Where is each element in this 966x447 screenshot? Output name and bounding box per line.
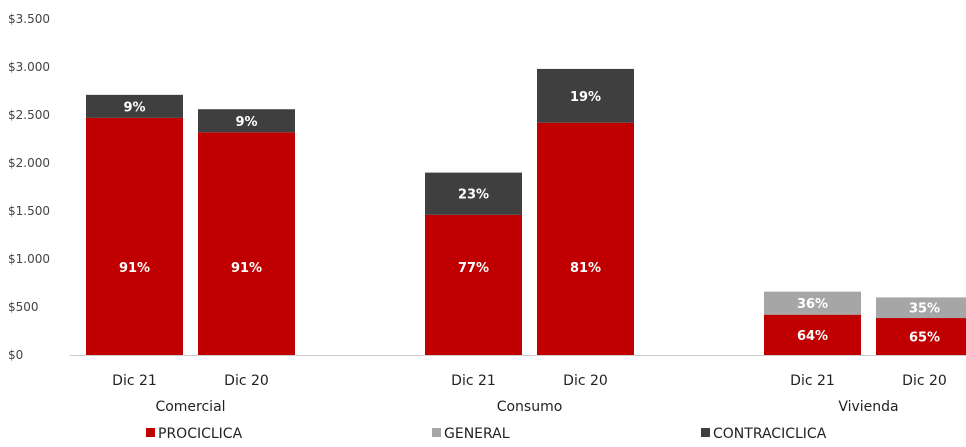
bar-segment-label: 64% [797, 329, 828, 344]
y-tick-label: $2.500 [8, 108, 50, 122]
bar-stack: 81% 19% [537, 68, 634, 356]
bar-segment-prociclica [198, 132, 295, 355]
bar-segment-prociclica [86, 117, 183, 355]
y-tick-label: $1.500 [8, 204, 50, 218]
bar-segment-prociclica [876, 318, 966, 355]
bar-stack: 64% 36% [764, 291, 861, 355]
bar-stack: 65% 35% [876, 297, 966, 355]
bar-segment-label: 65% [909, 331, 940, 346]
legend-swatch-prociclica [146, 428, 155, 437]
bar-segment-prociclica [425, 214, 522, 355]
x-tick-label: Dic 21 [112, 373, 157, 389]
x-tick-label: Dic 21 [790, 373, 835, 389]
bar-segment-contraciclica [537, 68, 634, 123]
legend: PROCICLICA GENERAL CONTRACICLICA [0, 426, 966, 446]
y-tick-label: $3.500 [8, 12, 50, 26]
x-tick-label: Dic 20 [224, 373, 269, 389]
bar-segment-contraciclica [86, 94, 183, 118]
bar-segment-label: 81% [570, 261, 601, 276]
bar-segment-label: 9% [123, 100, 145, 115]
bar-segment-label: 35% [909, 302, 940, 317]
y-tick-label: $0 [8, 348, 23, 362]
legend-label-prociclica: PROCICLICA [158, 426, 243, 442]
bar-segment-label: 19% [570, 90, 601, 105]
bar-segment-label: 91% [231, 261, 262, 276]
x-tick-label: Dic 20 [902, 373, 947, 389]
bar-stack: 77% 23% [425, 172, 522, 355]
legend-swatch-contraciclica [701, 428, 710, 437]
chart: $0 $500 $1.000 $1.500 $2.000 $2.500 $3.000 $3.5… [8, 12, 966, 415]
legend-item-contraciclica: CONTRACICLICA [701, 426, 826, 442]
bar-segment-label: 36% [797, 297, 828, 312]
x-tick-label: Dic 21 [451, 373, 496, 389]
y-tick-label: $500 [8, 300, 39, 314]
y-tick-label: $2.000 [8, 156, 50, 170]
bar-segment-contraciclica [425, 172, 522, 215]
x-tick-label: Dic 20 [563, 373, 608, 389]
bar-segment-general [876, 297, 966, 319]
bar-stack: 91% 9% [198, 109, 295, 355]
legend-item-general: GENERAL [432, 426, 510, 442]
bar-segment-general [764, 291, 861, 315]
bar-segment-label: 23% [458, 188, 489, 203]
y-axis: $0 $500 $1.000 $1.500 $2.000 $2.500 $3.000 $3.5… [8, 12, 50, 362]
legend-label-general: GENERAL [444, 426, 510, 442]
bars: 91% 9% 91% 9% 77% 23% 81% 19% 64% 36% 65% 35% [86, 68, 966, 356]
bar-segment-label: 9% [235, 115, 257, 130]
bar-segment-contraciclica [198, 109, 295, 133]
bar-stack: 91% 9% [86, 94, 183, 355]
bar-segment-prociclica [537, 122, 634, 356]
legend-label-contraciclica: CONTRACICLICA [713, 426, 827, 442]
y-tick-label: $1.000 [8, 252, 50, 266]
group-label: Comercial [155, 399, 225, 415]
bar-segment-prociclica [764, 314, 861, 355]
bar-segment-label: 77% [458, 261, 489, 276]
legend-item-prociclica: PROCICLICA [146, 426, 242, 442]
group-label: Vivienda [838, 399, 898, 415]
y-tick-label: $3.000 [8, 60, 50, 74]
legend-swatch-general [432, 428, 441, 437]
group-label: Consumo [497, 399, 563, 415]
bar-segment-label: 91% [119, 261, 150, 276]
